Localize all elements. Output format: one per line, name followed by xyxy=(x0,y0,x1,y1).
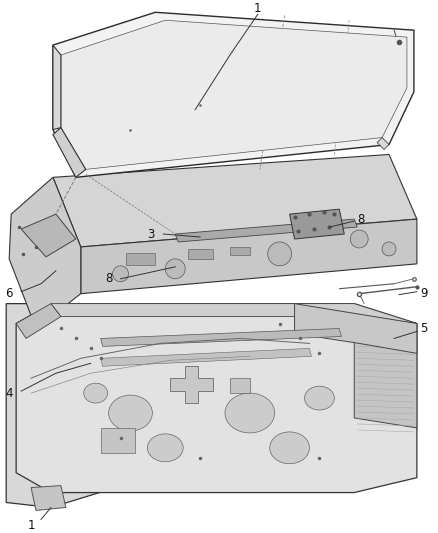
Text: 8: 8 xyxy=(357,213,365,225)
Ellipse shape xyxy=(84,383,108,403)
Polygon shape xyxy=(9,177,81,328)
Text: 9: 9 xyxy=(420,287,427,300)
Bar xyxy=(230,247,250,255)
Polygon shape xyxy=(6,304,116,507)
Polygon shape xyxy=(16,304,417,492)
Text: 8: 8 xyxy=(105,272,112,285)
Polygon shape xyxy=(101,328,341,346)
Polygon shape xyxy=(290,209,344,239)
Polygon shape xyxy=(170,366,213,403)
Ellipse shape xyxy=(148,434,183,462)
Polygon shape xyxy=(21,214,76,257)
Circle shape xyxy=(382,242,396,256)
Text: 1: 1 xyxy=(254,2,261,15)
Polygon shape xyxy=(354,317,417,428)
Polygon shape xyxy=(53,45,61,130)
Polygon shape xyxy=(53,155,417,247)
Text: 3: 3 xyxy=(147,228,154,240)
Polygon shape xyxy=(101,349,311,366)
Polygon shape xyxy=(175,219,357,242)
Polygon shape xyxy=(51,304,417,324)
Polygon shape xyxy=(53,127,86,177)
Polygon shape xyxy=(295,304,417,353)
Ellipse shape xyxy=(270,432,310,464)
Polygon shape xyxy=(377,138,389,149)
Circle shape xyxy=(113,266,128,282)
Circle shape xyxy=(350,230,368,248)
Bar xyxy=(101,428,135,453)
Polygon shape xyxy=(31,486,66,511)
Polygon shape xyxy=(53,12,414,177)
Ellipse shape xyxy=(109,395,152,431)
Ellipse shape xyxy=(225,393,275,433)
Ellipse shape xyxy=(304,386,334,410)
Polygon shape xyxy=(81,219,417,294)
Bar xyxy=(230,378,250,393)
Circle shape xyxy=(165,259,185,279)
Circle shape xyxy=(268,242,292,266)
Bar xyxy=(188,249,213,259)
Text: 1: 1 xyxy=(27,519,35,532)
Text: 5: 5 xyxy=(420,322,427,335)
Text: 6: 6 xyxy=(5,287,13,300)
Polygon shape xyxy=(16,304,61,338)
Polygon shape xyxy=(61,20,407,169)
Bar xyxy=(126,253,155,265)
Text: 4: 4 xyxy=(5,386,13,400)
